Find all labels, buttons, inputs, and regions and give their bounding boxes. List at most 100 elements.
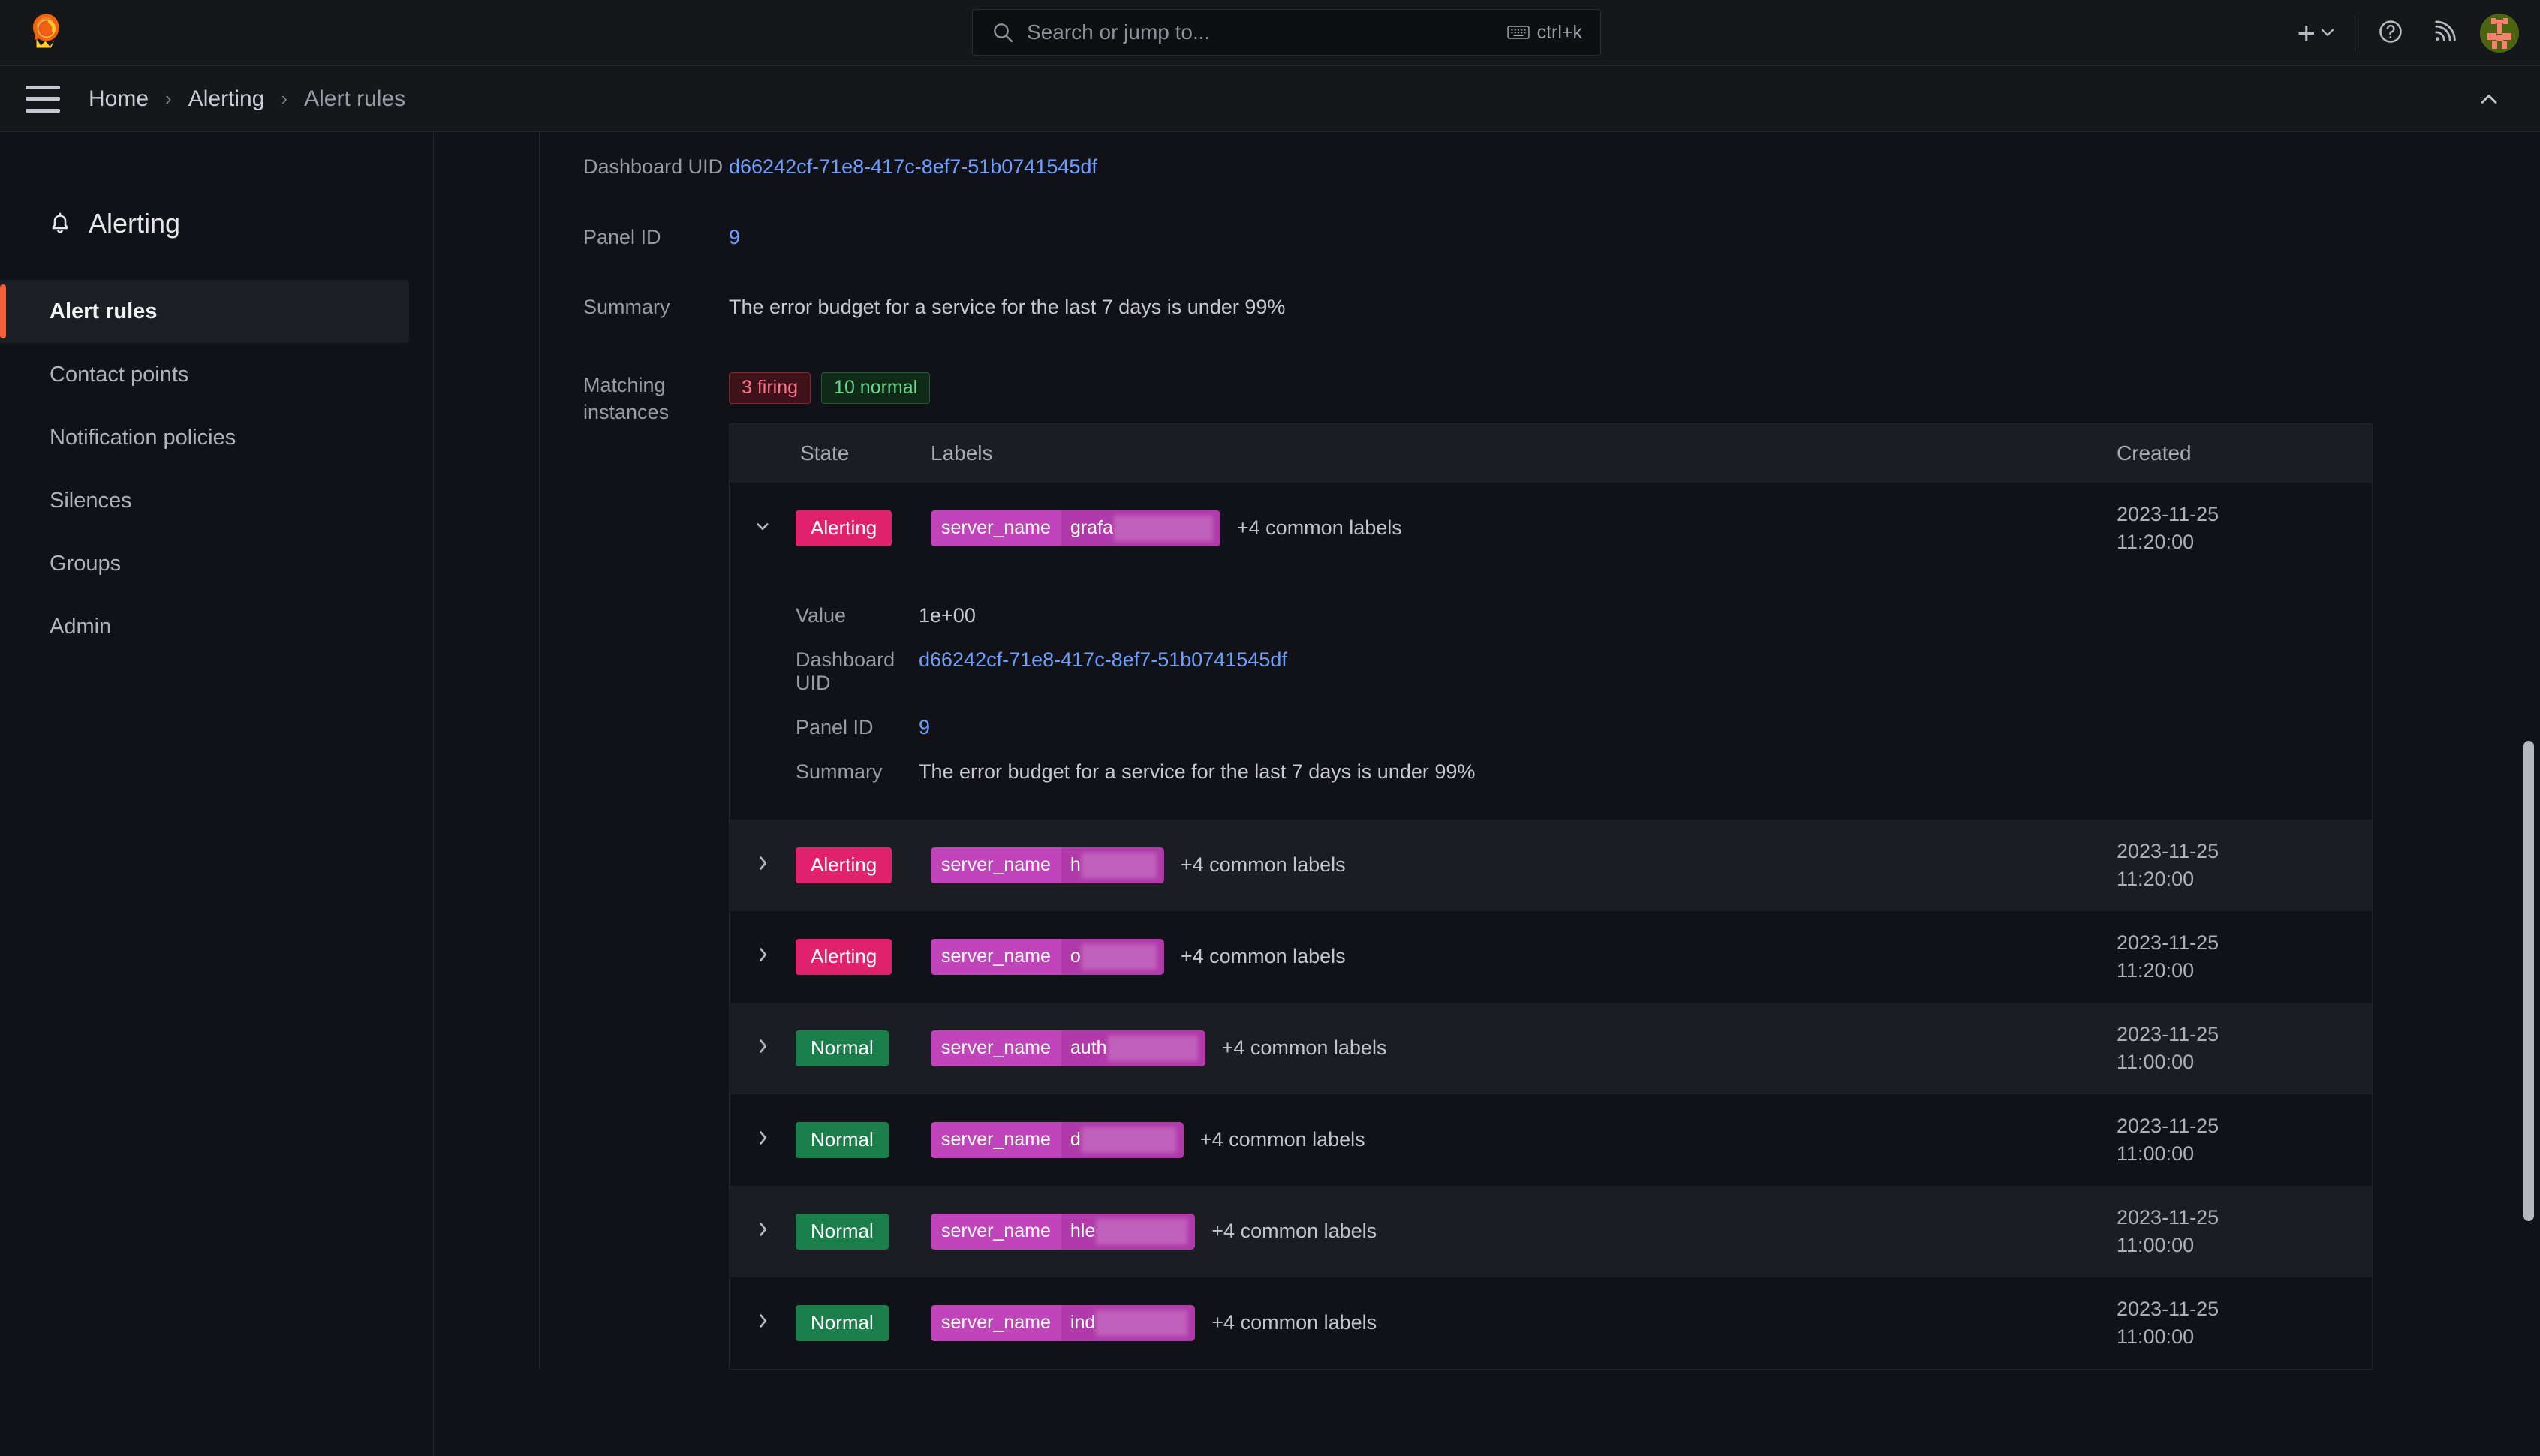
more-labels-link[interactable]: +4 common labels [1211, 1311, 1377, 1334]
table-row[interactable]: Alerting server_name grafa [730, 482, 2372, 574]
expanded-panel-id-link[interactable]: 9 [919, 715, 931, 739]
created-date: 2023-11-25 [2117, 1114, 2219, 1137]
row-expand-toggle[interactable] [730, 1094, 796, 1186]
chevron-right-icon [751, 1035, 774, 1062]
status-badge: Normal [796, 1030, 889, 1066]
hamburger-menu-icon[interactable] [26, 85, 60, 113]
more-labels-link[interactable]: +4 common labels [1199, 1128, 1365, 1151]
label-chip-value: hle [1061, 1213, 1196, 1250]
sidebar-item-notification-policies[interactable]: Notification policies [0, 406, 433, 469]
status-badge-firing[interactable]: 3 firing [729, 372, 811, 404]
grafana-logo-icon[interactable] [24, 11, 69, 56]
redaction-overlay [1081, 943, 1157, 970]
sidebar-item-alert-rules[interactable]: Alert rules [0, 280, 409, 343]
label-chip-value-text: ind [1070, 1312, 1096, 1334]
row-expand-toggle[interactable] [730, 1186, 796, 1277]
search-input[interactable]: Search or jump to... ctrl+k [972, 9, 1601, 56]
row-state-cell: Normal [796, 1304, 931, 1341]
label-chip-key: server_name [931, 1304, 1061, 1341]
more-labels-link[interactable]: +4 common labels [1180, 853, 1346, 877]
label-chip[interactable]: server_name d [931, 1121, 1184, 1158]
redaction-overlay [1096, 1310, 1188, 1336]
breadcrumb-item-alert-rules[interactable]: Alert rules [304, 86, 406, 111]
sidebar-item-silences[interactable]: Silences [0, 469, 433, 532]
more-labels-link[interactable]: +4 common labels [1180, 945, 1346, 968]
label-chip-key: server_name [931, 938, 1061, 975]
add-button[interactable]: + [2297, 12, 2338, 54]
row-created-cell: 2023-11-25 11:20:00 [2117, 838, 2372, 894]
chevron-up-icon[interactable] [2472, 83, 2505, 116]
detail-row-summary: Summary The error budget for a service f… [540, 251, 2498, 321]
table-row[interactable]: Alerting server_name h [730, 819, 2372, 911]
row-labels-cell: server_name h +4 common labels [931, 847, 2117, 883]
created-time: 11:20:00 [2117, 867, 2195, 890]
row-expand-toggle[interactable] [730, 911, 796, 1003]
expanded-detail-label: Dashboard UID [796, 648, 895, 694]
label-chip[interactable]: server_name h [931, 847, 1164, 883]
more-labels-link[interactable]: +4 common labels [1236, 516, 1402, 540]
label-chip-value-text: grafa [1070, 517, 1113, 539]
row-created-cell: 2023-11-25 11:20:00 [2117, 929, 2372, 985]
detail-label: Panel ID [583, 225, 661, 248]
label-chip[interactable]: server_name grafa [931, 510, 1220, 546]
label-chip-value: grafa [1061, 510, 1220, 546]
avatar[interactable] [2480, 14, 2519, 53]
sidebar-item-groups[interactable]: Groups [0, 532, 433, 595]
vertical-scrollbar-thumb[interactable] [2523, 741, 2534, 1221]
chevron-right-icon [751, 943, 774, 970]
topbar-actions: + [2297, 0, 2519, 66]
row-labels-cell: server_name o +4 common labels [931, 938, 2117, 975]
row-created-cell: 2023-11-25 11:00:00 [2117, 1021, 2372, 1077]
more-labels-link[interactable]: +4 common labels [1211, 1220, 1377, 1243]
row-state-cell: Normal [796, 1121, 931, 1158]
redaction-overlay [1107, 1035, 1198, 1061]
label-chip[interactable]: server_name o [931, 938, 1164, 975]
label-chip-value: d [1061, 1121, 1184, 1158]
label-chip[interactable]: server_name ind [931, 1304, 1196, 1341]
expanded-dashboard-uid-link[interactable]: d66242cf-71e8-417c-8ef7-51b0741545df [919, 648, 1287, 671]
sidebar-item-admin[interactable]: Admin [0, 595, 433, 658]
sidebar-item-label: Alert rules [50, 299, 158, 323]
rule-metadata-list: Dashboard UID d66242cf-71e8-417c-8ef7-51… [540, 133, 2498, 1370]
row-created-cell: 2023-11-25 11:00:00 [2117, 1204, 2372, 1260]
keyboard-icon [1506, 24, 1530, 41]
sidebar-item-label: Contact points [50, 362, 189, 387]
breadcrumb-item-home[interactable]: Home [89, 86, 149, 111]
sidebar-item-contact-points[interactable]: Contact points [0, 343, 433, 406]
row-expand-toggle[interactable] [730, 1003, 796, 1094]
row-labels-cell: server_name hle +4 common labels [931, 1213, 2117, 1250]
row-expand-toggle[interactable] [730, 483, 796, 574]
panel-id-link[interactable]: 9 [729, 225, 741, 248]
redaction-overlay [1096, 1218, 1188, 1244]
label-chip[interactable]: server_name hle [931, 1213, 1196, 1250]
table-row[interactable]: Normal server_name ind [730, 1277, 2372, 1369]
detail-row-dashboard-uid: Dashboard UID d66242cf-71e8-417c-8ef7-51… [540, 133, 2498, 181]
news-button[interactable] [2426, 12, 2463, 54]
row-state-cell: Normal [796, 1030, 931, 1066]
bell-icon [47, 209, 74, 238]
table-row[interactable]: Normal server_name auth [730, 1002, 2372, 1094]
detail-row-matching-instances: Matching instances 3 firing 10 normal St… [540, 321, 2498, 1370]
table-row[interactable]: Alerting server_name o [730, 910, 2372, 1003]
chevron-down-icon [751, 515, 774, 542]
row-expand-toggle[interactable] [730, 1277, 796, 1369]
table-row[interactable]: Normal server_name hle [730, 1185, 2372, 1277]
main-content: Dashboard UID d66242cf-71e8-417c-8ef7-51… [434, 133, 2540, 1456]
expanded-detail-value: 1e+00 [919, 603, 976, 627]
status-badge: Alerting [796, 847, 892, 883]
help-button[interactable] [2372, 12, 2409, 54]
breadcrumb-item-alerting[interactable]: Alerting [188, 86, 265, 111]
row-expand-toggle[interactable] [730, 820, 796, 911]
created-time: 11:00:00 [2117, 1142, 2195, 1165]
dashboard-uid-link[interactable]: d66242cf-71e8-417c-8ef7-51b0741545df [729, 155, 1097, 178]
status-badge-normal[interactable]: 10 normal [821, 372, 931, 404]
label-chip[interactable]: server_name auth [931, 1030, 1205, 1066]
more-labels-link[interactable]: +4 common labels [1221, 1036, 1387, 1060]
state-filter-badges: 3 firing 10 normal [729, 372, 2498, 404]
sidebar-section-title: Alerting [47, 208, 433, 239]
table-row[interactable]: Normal server_name d +4 [730, 1094, 2372, 1186]
detail-label: Dashboard UID [583, 155, 724, 178]
matching-instances-label-line2: instances [583, 400, 670, 423]
row-state-cell: Alerting [796, 847, 931, 883]
label-chip-value: auth [1061, 1030, 1205, 1066]
